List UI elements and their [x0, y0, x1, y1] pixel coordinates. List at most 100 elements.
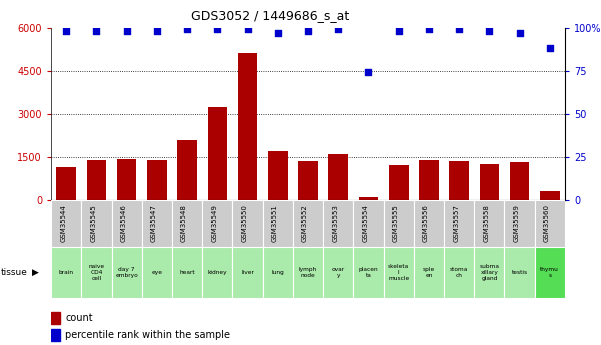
Point [484, 28, 494, 34]
Text: lymph
node: lymph node [299, 267, 317, 278]
Point [182, 27, 192, 32]
Text: placen
ta: placen ta [359, 267, 378, 278]
Text: GSM35548: GSM35548 [181, 204, 187, 242]
Text: GSM35554: GSM35554 [362, 204, 368, 241]
Bar [202, 200, 233, 247]
Text: GSM35552: GSM35552 [302, 204, 308, 241]
Bar [147, 160, 166, 200]
Bar [51, 247, 81, 298]
Text: GSM35549: GSM35549 [212, 204, 218, 242]
Bar [414, 200, 444, 247]
Bar [293, 200, 323, 247]
Point [424, 27, 434, 32]
Bar [414, 247, 444, 298]
Text: naive
CD4
cell: naive CD4 cell [88, 264, 105, 281]
Bar [117, 159, 136, 200]
Bar [172, 247, 202, 298]
Bar [263, 200, 293, 247]
Bar [383, 200, 414, 247]
Bar [504, 200, 535, 247]
Text: percentile rank within the sample: percentile rank within the sample [66, 330, 230, 340]
Text: heart: heart [179, 270, 195, 275]
Bar [353, 247, 383, 298]
Bar [328, 154, 348, 200]
Text: ▶: ▶ [32, 268, 39, 277]
Text: GDS3052 / 1449686_s_at: GDS3052 / 1449686_s_at [191, 9, 350, 22]
Text: kidney: kidney [207, 270, 227, 275]
Point [273, 30, 282, 36]
Bar [323, 200, 353, 247]
Bar [51, 329, 60, 341]
Text: eye: eye [151, 270, 162, 275]
Text: GSM35545: GSM35545 [90, 204, 96, 241]
Bar [540, 191, 560, 200]
Point [545, 46, 555, 51]
Point [61, 28, 71, 34]
Point [243, 27, 252, 32]
Bar [207, 107, 227, 200]
Text: GSM35555: GSM35555 [392, 204, 398, 241]
Bar [263, 247, 293, 298]
Bar [202, 247, 233, 298]
Bar [142, 247, 172, 298]
Bar [383, 247, 414, 298]
Text: GSM35553: GSM35553 [332, 204, 338, 242]
Point [394, 28, 403, 34]
Bar [87, 160, 106, 200]
Text: liver: liver [241, 270, 254, 275]
Bar [233, 200, 263, 247]
Text: GSM35560: GSM35560 [544, 204, 550, 242]
Bar [474, 247, 504, 298]
Point [122, 28, 132, 34]
Bar [51, 200, 81, 247]
Bar [450, 161, 469, 200]
Bar [51, 312, 60, 324]
Point [364, 70, 373, 75]
Bar [238, 53, 257, 200]
Bar [535, 247, 565, 298]
Point [152, 28, 162, 34]
Bar [444, 200, 474, 247]
Text: count: count [66, 313, 93, 323]
Bar [474, 200, 504, 247]
Point [213, 27, 222, 32]
Bar [142, 200, 172, 247]
Text: GSM35546: GSM35546 [121, 204, 127, 242]
Point [303, 28, 313, 34]
Text: ovar
y: ovar y [332, 267, 345, 278]
Point [454, 27, 464, 32]
Text: day 7
embryо: day 7 embryо [115, 267, 138, 278]
Text: stoma
ch: stoma ch [450, 267, 468, 278]
Text: GSM35557: GSM35557 [453, 204, 459, 242]
Text: lung: lung [272, 270, 284, 275]
Bar [298, 161, 318, 200]
Bar [510, 161, 529, 200]
Text: GSM35547: GSM35547 [151, 204, 157, 242]
Text: GSM35550: GSM35550 [242, 204, 248, 242]
Bar [359, 197, 378, 200]
Text: GSM35544: GSM35544 [60, 204, 66, 241]
Bar [323, 247, 353, 298]
Text: brain: brain [59, 270, 74, 275]
Bar [389, 165, 409, 200]
Bar [172, 200, 202, 247]
Text: skeleta
l
muscle: skeleta l muscle [388, 264, 409, 281]
Bar [535, 200, 565, 247]
Text: testis: testis [511, 270, 528, 275]
Bar [112, 247, 142, 298]
Bar [268, 151, 288, 200]
Text: tissue: tissue [1, 268, 28, 277]
Text: GSM35559: GSM35559 [514, 204, 520, 242]
Bar [81, 247, 112, 298]
Bar [293, 247, 323, 298]
Bar [81, 200, 112, 247]
Point [334, 27, 343, 32]
Bar [56, 167, 76, 200]
Bar [419, 160, 439, 200]
Point [515, 30, 525, 36]
Bar [504, 247, 535, 298]
Bar [480, 164, 499, 200]
Bar [233, 247, 263, 298]
Text: thymu
s: thymu s [540, 267, 560, 278]
Text: GSM35558: GSM35558 [483, 204, 489, 242]
